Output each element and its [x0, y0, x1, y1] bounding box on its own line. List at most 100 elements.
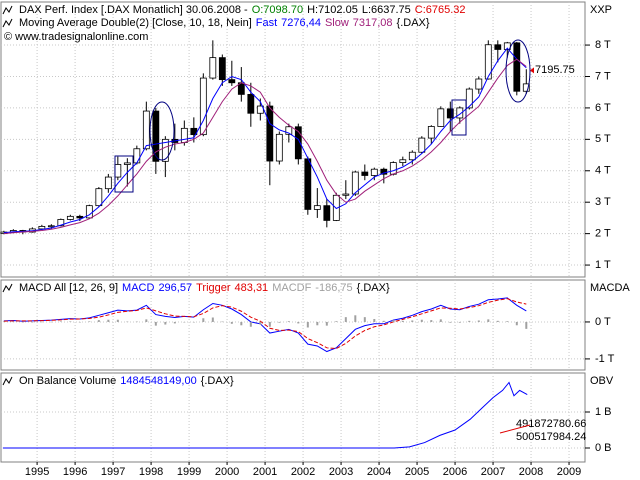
- histogram-bar: [306, 321, 309, 328]
- candle-body: [456, 107, 464, 119]
- legend-value: 7317,08: [353, 17, 393, 29]
- histogram-bar: [69, 321, 72, 322]
- candle-body: [304, 158, 312, 210]
- histogram-bar: [515, 321, 518, 326]
- candle-body: [218, 57, 226, 81]
- histogram-bar: [230, 321, 233, 324]
- histogram-bar: [335, 321, 338, 322]
- candle-body: [285, 126, 293, 135]
- candle-body: [123, 162, 131, 165]
- histogram-bar: [154, 321, 157, 326]
- histogram-bar: [78, 321, 81, 323]
- histogram-bar: [107, 319, 110, 322]
- icon: [2, 376, 13, 386]
- histogram-bar: [420, 319, 423, 322]
- legend: On Balance Volume 1484548149,00 {.DAX}: [19, 375, 234, 387]
- y-axis-label: XXP: [590, 4, 612, 16]
- series-line: [3, 297, 527, 353]
- icon: [2, 5, 13, 15]
- drawn-box: [451, 99, 467, 136]
- histogram-bar: [211, 317, 214, 322]
- legend-name: Trigger: [196, 282, 231, 294]
- series-line: [3, 58, 527, 235]
- histogram-bar: [145, 319, 148, 322]
- candle-body: [323, 205, 331, 221]
- histogram-bar: [525, 321, 528, 329]
- source: © www.tradesignalonline.com: [4, 31, 148, 43]
- histogram-bar: [449, 321, 452, 323]
- y-tick-label: 6 T: [595, 102, 611, 114]
- histogram-bar: [430, 320, 433, 322]
- legend: Moving Average Double(2) [Close, 10, 18,…: [19, 17, 430, 29]
- legend-name: MACDF: [272, 282, 311, 294]
- candle-body: [370, 168, 378, 176]
- candle-body: [361, 171, 369, 176]
- y-tick-label: 3 T: [595, 196, 611, 208]
- candle-body: [228, 79, 236, 84]
- histogram-bar: [354, 315, 357, 322]
- y-tick-label: 0 T: [595, 316, 611, 328]
- y-tick-label: 8 T: [595, 39, 611, 51]
- candle-body: [465, 88, 473, 109]
- candle-body: [475, 78, 483, 90]
- drawn-ellipse: [505, 39, 531, 103]
- marks: 1 T 2 T 3 T 4 T 5 T 6 T 7 T 8 T XXP DAX Perf. Ind…: [0, 2, 630, 478]
- legend-name: MACD: [122, 282, 154, 294]
- legend-title: MACD All [12, 26, 9]: [19, 282, 118, 294]
- legend-value: 296,57: [158, 282, 192, 294]
- candle-body: [199, 77, 207, 136]
- histogram-bar: [344, 317, 347, 322]
- histogram-bar: [240, 321, 243, 326]
- histogram-bar: [126, 321, 129, 323]
- icon: [2, 18, 13, 28]
- legend-value: -186,75: [315, 282, 352, 294]
- legend-name: Fast: [256, 17, 277, 29]
- histogram-bar: [297, 321, 300, 324]
- obv-panel: [0, 372, 586, 463]
- histogram-bar: [183, 321, 186, 323]
- annotation-line: [499, 424, 531, 434]
- histogram-bar: [88, 321, 91, 322]
- x-tick-label: 1996: [63, 466, 87, 478]
- histogram-bar: [496, 320, 499, 322]
- y-tick-label: 1 B: [595, 406, 612, 418]
- candle-body: [142, 110, 150, 150]
- ohlc-readout: C:6765.32: [415, 4, 466, 16]
- candle-body: [437, 108, 445, 127]
- histogram-bar: [116, 319, 119, 322]
- x-tick-label: 2004: [367, 466, 391, 478]
- price-marker: [530, 67, 534, 74]
- candle-body: [266, 105, 274, 162]
- x-tick-label: 2005: [405, 466, 429, 478]
- candle-body: [47, 225, 55, 228]
- histogram-bar: [287, 321, 290, 322]
- annotation: 500517984.24: [516, 431, 586, 443]
- candle-body: [38, 225, 46, 230]
- candle-body: [104, 176, 112, 190]
- y-tick-label: 2 T: [595, 228, 611, 240]
- histogram-bar: [477, 320, 480, 322]
- candle-body: [427, 126, 435, 139]
- x-tick-label: 2000: [215, 466, 239, 478]
- candle-body: [66, 215, 74, 220]
- x-tick-label: 2008: [519, 466, 543, 478]
- legend-instrument: {.DAX}: [397, 17, 430, 29]
- ohlc-readout: L:6637.75: [362, 4, 411, 16]
- histogram-bar: [173, 321, 176, 324]
- candle-body: [180, 127, 188, 143]
- candle-body: [494, 44, 502, 50]
- x-tick-label: 1999: [177, 466, 201, 478]
- candle-body: [294, 126, 302, 160]
- histogram-bar: [268, 321, 271, 327]
- candle-body: [522, 83, 530, 92]
- last-price-label: 7195.75: [535, 64, 575, 76]
- x-tick-label: 1997: [101, 466, 125, 478]
- annotation: 491872780.66: [516, 418, 586, 430]
- x-tick-label: 2002: [291, 466, 315, 478]
- x-tick-label: 2007: [481, 466, 505, 478]
- histogram-bar: [468, 320, 471, 322]
- drawn-box: [114, 155, 134, 193]
- legend-name: Slow: [325, 17, 349, 29]
- histogram-bar: [259, 321, 262, 325]
- histogram-bar: [458, 321, 461, 323]
